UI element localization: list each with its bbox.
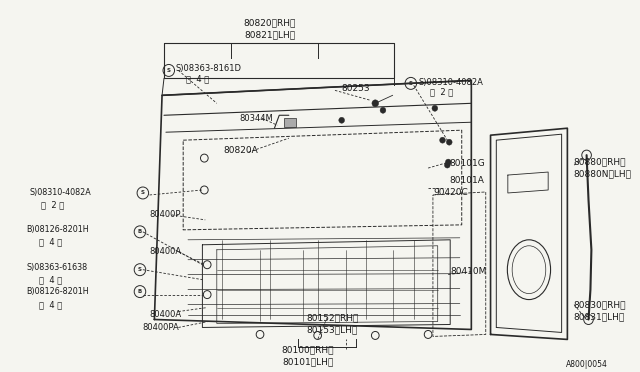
Text: 80101〈LH〉: 80101〈LH〉	[282, 357, 333, 366]
Text: S)08363-8161D: S)08363-8161D	[175, 64, 241, 73]
Text: 〈 4 〉: 〈 4 〉	[39, 237, 62, 246]
Text: 80400PA: 80400PA	[143, 323, 180, 332]
Text: S: S	[138, 267, 142, 272]
Text: 〈 2 〉: 〈 2 〉	[41, 201, 64, 209]
Bar	[284, 118, 296, 127]
Text: B)08126-8201H: B)08126-8201H	[27, 225, 89, 234]
Text: S: S	[141, 190, 145, 195]
Text: S: S	[409, 81, 413, 86]
Text: 80820A: 80820A	[223, 145, 259, 155]
Text: B: B	[138, 289, 142, 294]
Circle shape	[445, 159, 451, 165]
Text: 90420C: 90420C	[433, 189, 468, 198]
Text: A800|0054: A800|0054	[566, 360, 608, 369]
Text: S)08363-61638: S)08363-61638	[27, 263, 88, 272]
Text: 80400A: 80400A	[150, 247, 182, 256]
Text: 80821〈LH〉: 80821〈LH〉	[244, 30, 295, 39]
Text: 80101A: 80101A	[449, 176, 484, 185]
Text: 80400P: 80400P	[150, 211, 181, 219]
Circle shape	[444, 162, 450, 168]
Circle shape	[372, 100, 379, 107]
Text: 80253: 80253	[342, 84, 371, 93]
Text: 〈 4 〉: 〈 4 〉	[186, 74, 209, 83]
Text: B)08126-8201H: B)08126-8201H	[27, 287, 89, 296]
Circle shape	[432, 105, 438, 111]
Text: 〈 4 〉: 〈 4 〉	[39, 300, 62, 309]
Circle shape	[339, 117, 344, 123]
Text: B: B	[138, 229, 142, 234]
Text: 80100〈RH〉: 80100〈RH〉	[282, 345, 334, 354]
Text: 80831〈LH〉: 80831〈LH〉	[573, 312, 625, 321]
Text: 〈 4 〉: 〈 4 〉	[39, 275, 62, 284]
Text: 80830〈RH〉: 80830〈RH〉	[573, 300, 626, 309]
Text: 80410M: 80410M	[450, 267, 486, 276]
Text: 80880〈RH〉: 80880〈RH〉	[573, 158, 626, 167]
Circle shape	[446, 139, 452, 145]
Text: 80153〈LH〉: 80153〈LH〉	[306, 325, 357, 334]
Circle shape	[380, 107, 386, 113]
Text: 80152〈RH〉: 80152〈RH〉	[306, 313, 358, 322]
Text: S: S	[167, 68, 171, 73]
Text: 80400A: 80400A	[150, 310, 182, 319]
Text: 80344M: 80344M	[239, 114, 273, 123]
Text: S)08310-4082A: S)08310-4082A	[29, 189, 92, 198]
Text: 80101G: 80101G	[449, 158, 485, 167]
Text: 〈 2 〉: 〈 2 〉	[430, 88, 453, 97]
Text: 80820〈RH〉: 80820〈RH〉	[243, 18, 296, 27]
Text: 80880N〈LH〉: 80880N〈LH〉	[573, 170, 631, 179]
Circle shape	[440, 137, 445, 143]
Text: S)08310-4082A: S)08310-4082A	[419, 78, 483, 87]
